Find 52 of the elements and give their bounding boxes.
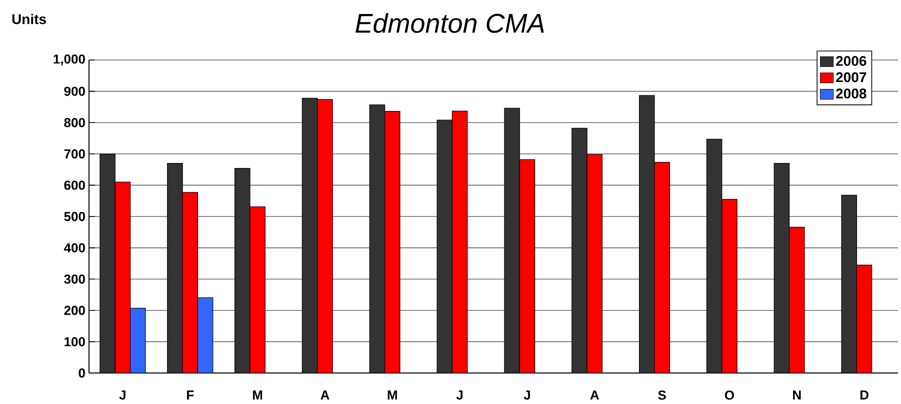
bar [856, 264, 872, 373]
y-tick-label: 100 [64, 337, 85, 346]
y-tick-label: 900 [64, 86, 85, 96]
x-tick-label: F [187, 390, 194, 400]
bar [722, 198, 738, 373]
bar [436, 120, 453, 373]
bar [167, 162, 183, 373]
x-tick-label: N [793, 390, 801, 400]
x-tick-label: S [658, 390, 666, 400]
bar [504, 108, 520, 373]
bar [369, 104, 386, 373]
y-axis-title: Units [12, 14, 46, 24]
x-tick-label: J [456, 390, 463, 400]
bar [841, 194, 858, 373]
bar [114, 182, 131, 373]
bar [182, 192, 198, 373]
bar [706, 138, 722, 373]
y-tick-label: 600 [64, 180, 85, 190]
x-tick-label: J [524, 390, 530, 400]
y-tick-label: 700 [64, 149, 85, 158]
bar [789, 226, 805, 373]
y-tick-label: 300 [64, 274, 85, 284]
legend-label: 2006 [836, 56, 866, 66]
legend-label: 2008 [836, 88, 866, 98]
x-tick-label: M [252, 390, 262, 400]
bar [654, 162, 670, 373]
y-tick-label: 0 [78, 368, 85, 378]
bar [519, 159, 536, 373]
y-tick-label: 200 [64, 306, 85, 315]
x-tick-label: A [590, 390, 599, 400]
y-tick-label: 800 [64, 118, 85, 128]
bar [250, 206, 266, 373]
bar [384, 111, 400, 373]
y-tick-label: 400 [64, 243, 85, 252]
bar [234, 168, 250, 373]
x-tick-label: O [724, 390, 734, 400]
x-tick-label: M [388, 390, 397, 400]
bar [100, 154, 116, 373]
bar [774, 162, 790, 373]
legend-label: 2007 [836, 72, 866, 82]
bar [586, 154, 603, 373]
x-tick-label: A [320, 390, 330, 400]
y-tick-label: 1,000 [54, 54, 85, 66]
y-tick-label: 500 [64, 212, 85, 222]
x-tick-label: D [860, 390, 868, 400]
x-tick-label: J [119, 390, 126, 400]
bar [638, 95, 655, 373]
bar [572, 128, 588, 373]
bar [317, 99, 333, 373]
bar [302, 98, 318, 373]
chart-title: Edmonton CMA [356, 13, 544, 33]
bar [452, 110, 468, 373]
